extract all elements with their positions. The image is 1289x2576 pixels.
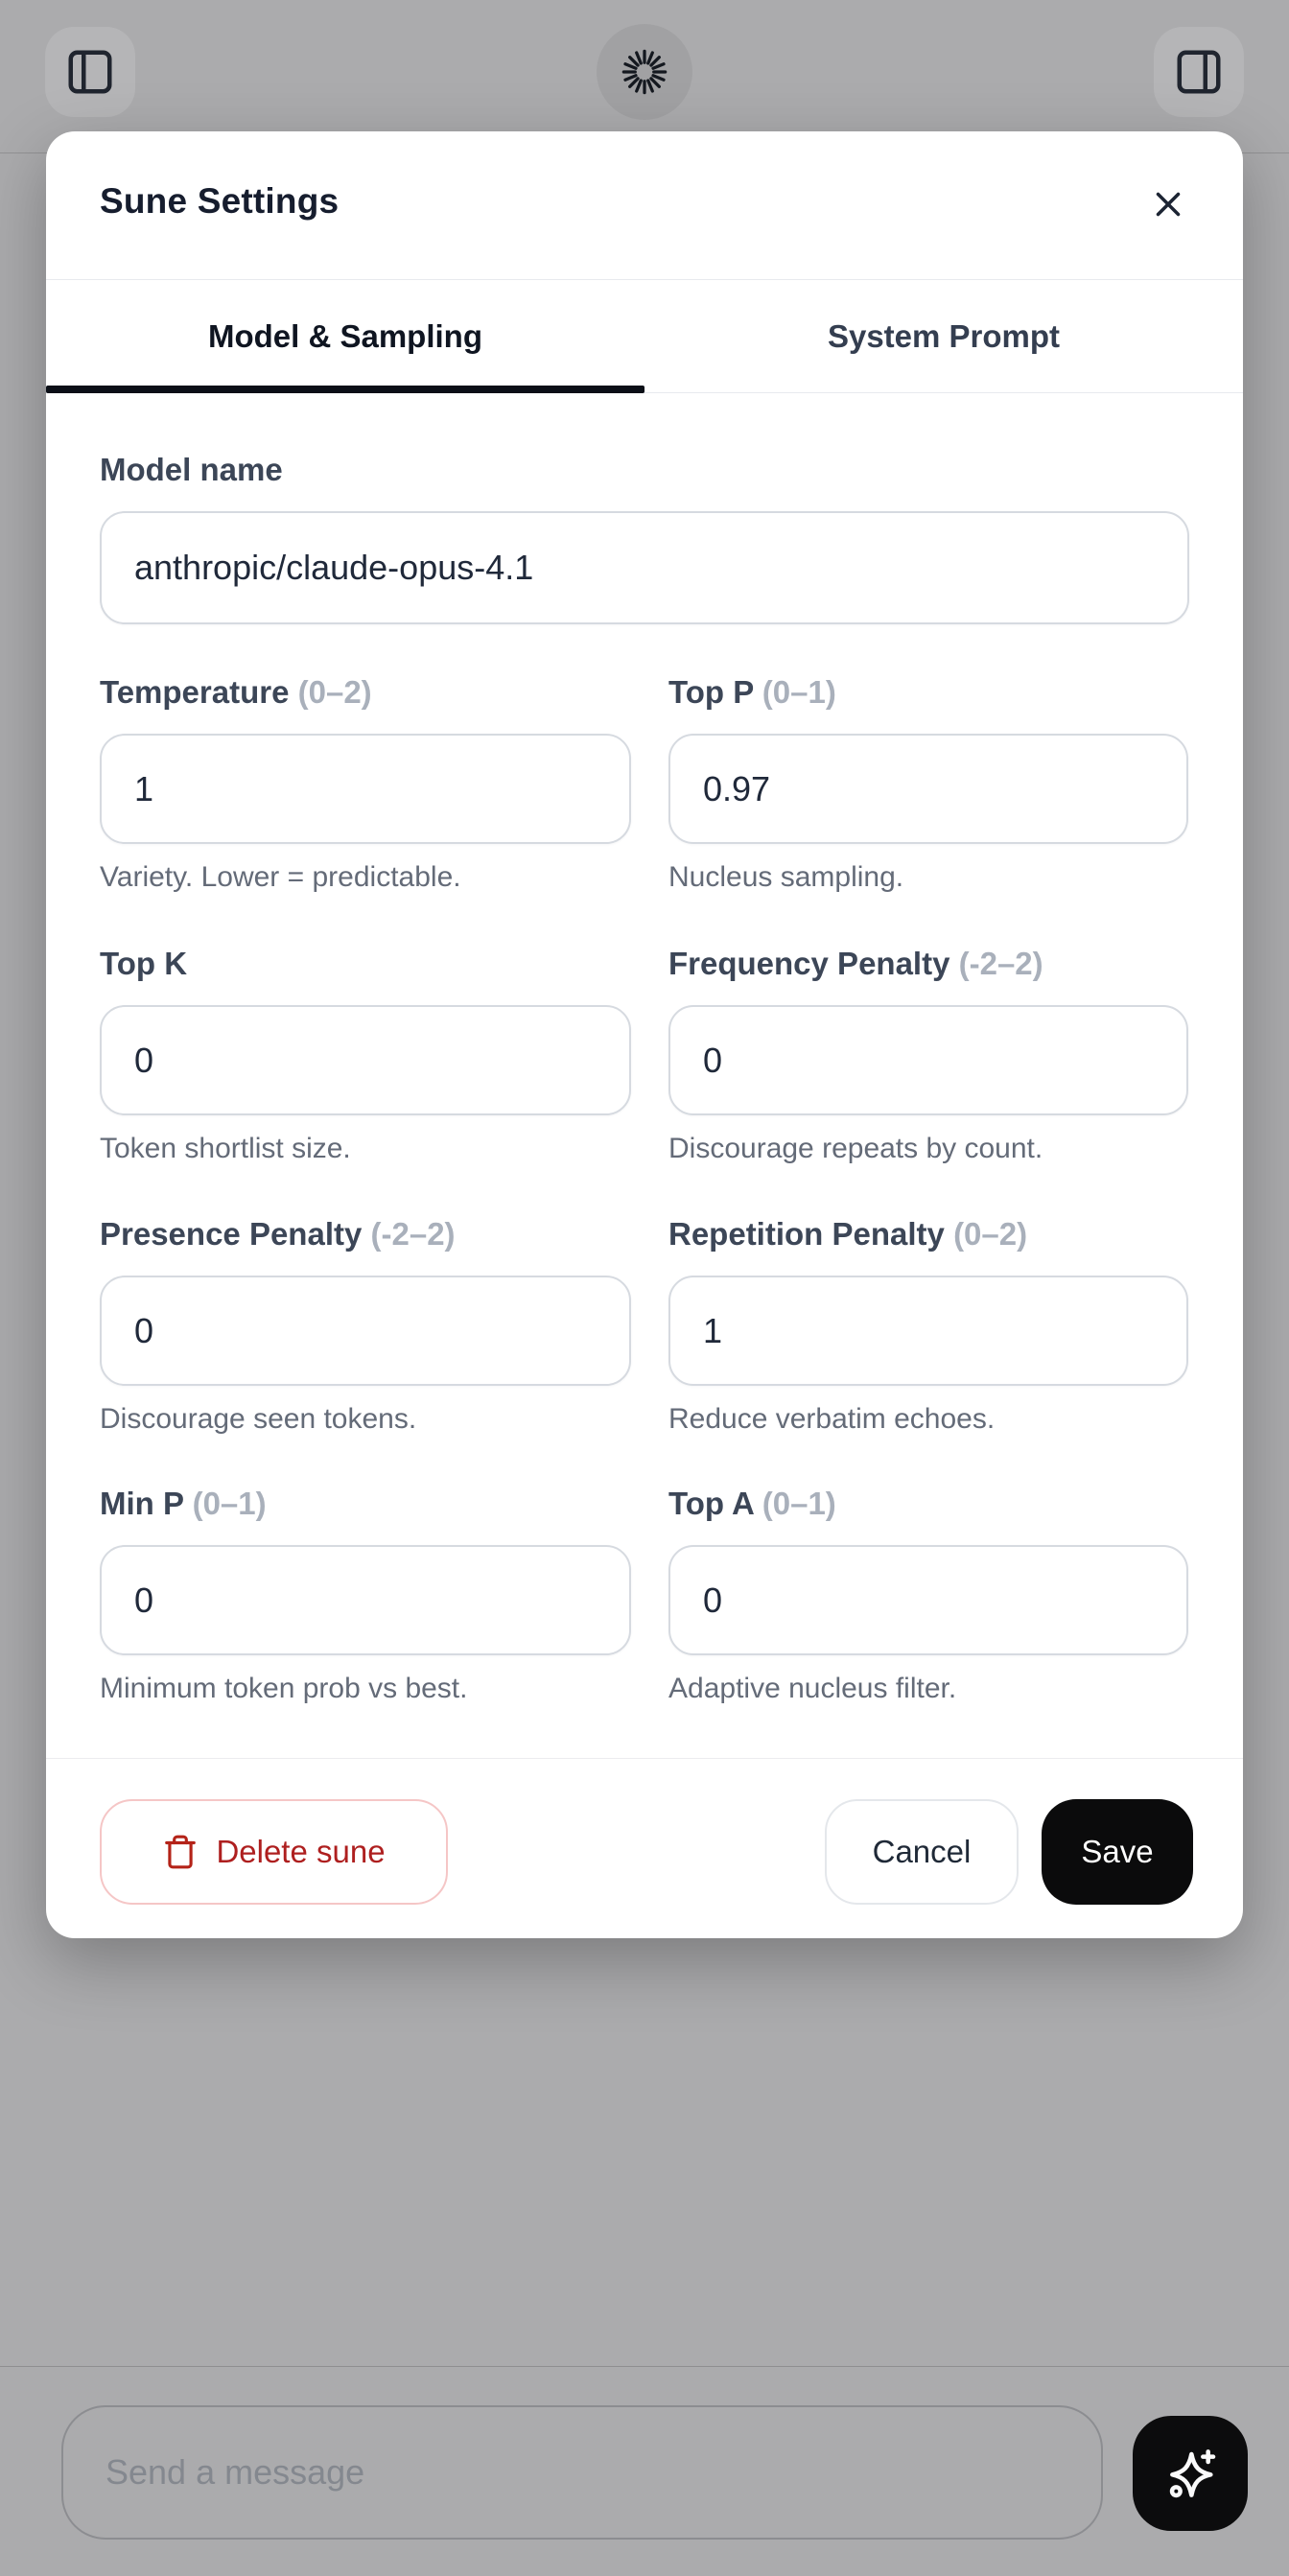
send-button[interactable] [1133, 2416, 1248, 2531]
label-text: Frequency Penalty [668, 946, 950, 981]
min-p-label: Min P (0–1) [100, 1485, 631, 1523]
top-p-label: Top P (0–1) [668, 673, 1188, 712]
range-hint: (0–2) [297, 674, 372, 710]
message-input[interactable] [61, 2405, 1103, 2540]
sparkles-icon [1160, 2443, 1221, 2504]
app-logo-button[interactable] [597, 24, 692, 120]
repetition-penalty-field: Repetition Penalty (0–2) Reduce verbatim… [668, 1215, 1188, 1437]
presence-penalty-help: Discourage seen tokens. [100, 1403, 417, 1435]
form-row: Temperature (0–2) Variety. Lower = predi… [100, 673, 1189, 895]
range-hint: (0–2) [953, 1216, 1028, 1252]
close-icon [1148, 184, 1188, 224]
min-p-input[interactable] [100, 1545, 631, 1655]
frequency-penalty-input[interactable] [668, 1005, 1188, 1115]
right-panel-toggle-button[interactable] [1154, 27, 1244, 117]
top-p-input[interactable] [668, 734, 1188, 844]
label-text: Presence Penalty [100, 1216, 363, 1252]
label-text: Repetition Penalty [668, 1216, 945, 1252]
top-k-field: Top K Token shortlist size. [100, 945, 631, 1166]
sune-settings-dialog: Sune Settings Model & Sampling System Pr… [46, 131, 1243, 1938]
min-p-help: Minimum token prob vs best. [100, 1673, 468, 1704]
top-a-help: Adaptive nucleus filter. [668, 1673, 957, 1704]
temperature-field: Temperature (0–2) Variety. Lower = predi… [100, 673, 631, 895]
delete-sune-button[interactable]: Delete sune [100, 1799, 448, 1905]
range-hint: (0–1) [762, 674, 836, 710]
form-row: Presence Penalty (-2–2) Discourage seen … [100, 1215, 1189, 1437]
dialog-footer: Delete sune Cancel Save [46, 1758, 1243, 1938]
save-button[interactable]: Save [1042, 1799, 1193, 1905]
frequency-penalty-help: Discourage repeats by count. [668, 1133, 1043, 1164]
temperature-input[interactable] [100, 734, 631, 844]
presence-penalty-field: Presence Penalty (-2–2) Discourage seen … [100, 1215, 631, 1437]
form-row: Top K Token shortlist size. Frequency Pe… [100, 945, 1189, 1166]
label-text: Top K [100, 946, 188, 981]
label-text: Temperature [100, 674, 290, 710]
close-button[interactable] [1143, 179, 1193, 229]
temperature-help: Variety. Lower = predictable. [100, 861, 461, 893]
min-p-field: Min P (0–1) Minimum token prob vs best. [100, 1485, 631, 1706]
top-k-help: Token shortlist size. [100, 1133, 351, 1164]
model-name-field: Model name [100, 451, 1189, 624]
repetition-penalty-input[interactable] [668, 1276, 1188, 1386]
top-k-input[interactable] [100, 1005, 631, 1115]
top-p-field: Top P (0–1) Nucleus sampling. [668, 673, 1188, 895]
frequency-penalty-field: Frequency Penalty (-2–2) Discourage repe… [668, 945, 1188, 1166]
dialog-header: Sune Settings [46, 131, 1243, 280]
tab-model-sampling[interactable]: Model & Sampling [46, 280, 644, 393]
top-p-help: Nucleus sampling. [668, 861, 904, 893]
sidebar-toggle-button[interactable] [45, 27, 135, 117]
settings-tabs: Model & Sampling System Prompt [46, 280, 1243, 393]
panel-left-icon [64, 46, 116, 98]
model-name-label: Model name [100, 452, 283, 487]
cancel-button[interactable]: Cancel [825, 1799, 1019, 1905]
label-text: Min P [100, 1486, 184, 1521]
frequency-penalty-label: Frequency Penalty (-2–2) [668, 945, 1188, 983]
dialog-title: Sune Settings [100, 181, 340, 221]
form-row: Min P (0–1) Minimum token prob vs best. … [100, 1485, 1189, 1706]
presence-penalty-input[interactable] [100, 1276, 631, 1386]
top-k-label: Top K [100, 945, 631, 983]
presence-penalty-label: Presence Penalty (-2–2) [100, 1215, 631, 1253]
tab-system-prompt[interactable]: System Prompt [644, 280, 1243, 392]
top-a-field: Top A (0–1) Adaptive nucleus filter. [668, 1485, 1188, 1706]
top-a-label: Top A (0–1) [668, 1485, 1188, 1523]
panel-right-icon [1173, 46, 1225, 98]
range-hint: (-2–2) [370, 1216, 456, 1252]
message-composer-bar [0, 2366, 1289, 2576]
label-text: Top A [668, 1486, 754, 1521]
repetition-penalty-help: Reduce verbatim echoes. [668, 1403, 996, 1435]
range-hint: (0–1) [762, 1486, 836, 1521]
temperature-label: Temperature (0–2) [100, 673, 631, 712]
model-name-input[interactable] [100, 511, 1189, 624]
top-a-input[interactable] [668, 1545, 1188, 1655]
range-hint: (0–1) [192, 1486, 267, 1521]
repetition-penalty-label: Repetition Penalty (0–2) [668, 1215, 1188, 1253]
range-hint: (-2–2) [958, 946, 1043, 981]
starburst-icon [620, 47, 669, 97]
trash-icon [162, 1834, 199, 1870]
delete-label: Delete sune [216, 1834, 386, 1869]
label-text: Top P [668, 674, 754, 710]
